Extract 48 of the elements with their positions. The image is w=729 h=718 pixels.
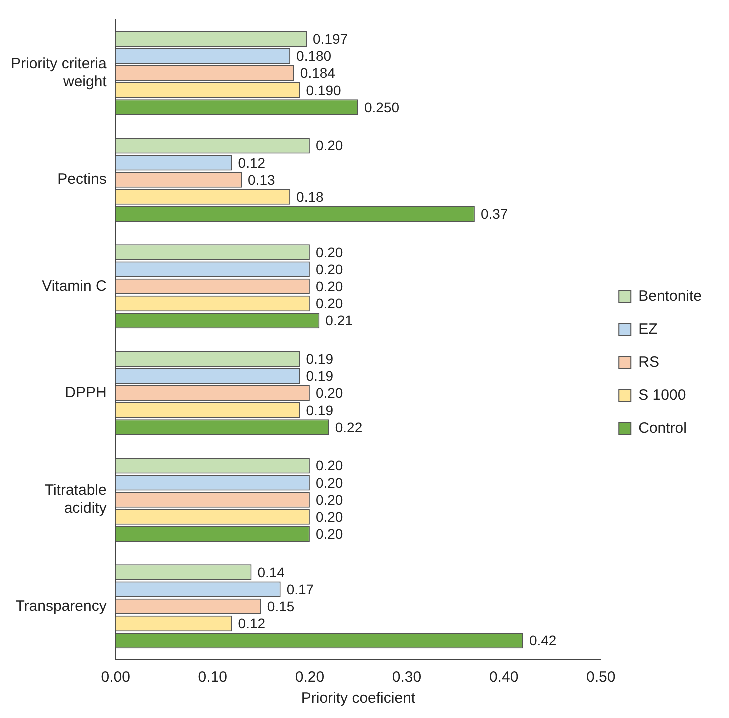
data-label: 0.184 — [300, 65, 336, 82]
data-label: 0.19 — [306, 402, 334, 418]
data-label: 0.21 — [326, 312, 354, 329]
y-tick-label: Titratable acidity — [44, 482, 108, 518]
y-tick-label: Transparency — [16, 598, 108, 615]
y-tick-label: Vitamin C — [42, 278, 108, 295]
data-label: 0.19 — [306, 351, 334, 368]
y-tick-label: Priority criteria weight — [10, 55, 108, 90]
data-label: 0.14 — [258, 564, 286, 580]
x-axis-title: Priority coeficient — [301, 690, 416, 708]
data-label: 0.20 — [316, 138, 344, 154]
data-label: 0.12 — [238, 154, 266, 171]
data-label: 0.42 — [529, 632, 557, 649]
data-label: 0.15 — [267, 598, 295, 615]
data-label: 0.180 — [296, 48, 332, 64]
data-label: 0.18 — [296, 188, 324, 205]
x-tick-label: 0.40 — [489, 669, 519, 686]
legend-label: RS — [638, 354, 660, 372]
y-tick-label: Pectins — [58, 171, 107, 188]
data-label: 0.20 — [316, 474, 344, 491]
legend-label: Bentonite — [638, 288, 702, 306]
data-label: 0.20 — [316, 278, 344, 295]
data-label: 0.37 — [480, 206, 508, 222]
data-label: 0.20 — [316, 526, 344, 542]
data-label: 0.20 — [316, 244, 344, 260]
data-label: 0.197 — [313, 31, 348, 48]
y-tick-label: DPPH — [65, 384, 107, 402]
x-tick-label: 0.20 — [295, 669, 325, 686]
data-label: 0.22 — [335, 419, 363, 436]
data-label: 0.20 — [316, 508, 344, 525]
x-tick-label: 0.50 — [586, 669, 616, 686]
data-label: 0.19 — [306, 368, 334, 384]
data-label: 0.20 — [316, 492, 344, 508]
data-label: 0.250 — [364, 99, 400, 116]
data-label: 0.20 — [316, 261, 344, 278]
data-label: 0.13 — [248, 172, 276, 188]
legend-label: S 1000 — [638, 387, 686, 404]
data-label: 0.190 — [306, 82, 342, 98]
data-label: 0.12 — [238, 616, 266, 632]
x-tick-label: 0.00 — [101, 669, 130, 686]
data-label: 0.20 — [316, 458, 344, 474]
x-tick-label: 0.30 — [392, 669, 422, 686]
legend-label: Control — [638, 420, 687, 438]
x-tick-label: 0.10 — [198, 669, 228, 686]
legend-label: EZ — [638, 321, 658, 338]
data-label: 0.20 — [316, 296, 344, 312]
data-label: 0.20 — [316, 385, 344, 402]
data-label: 0.17 — [286, 581, 314, 598]
